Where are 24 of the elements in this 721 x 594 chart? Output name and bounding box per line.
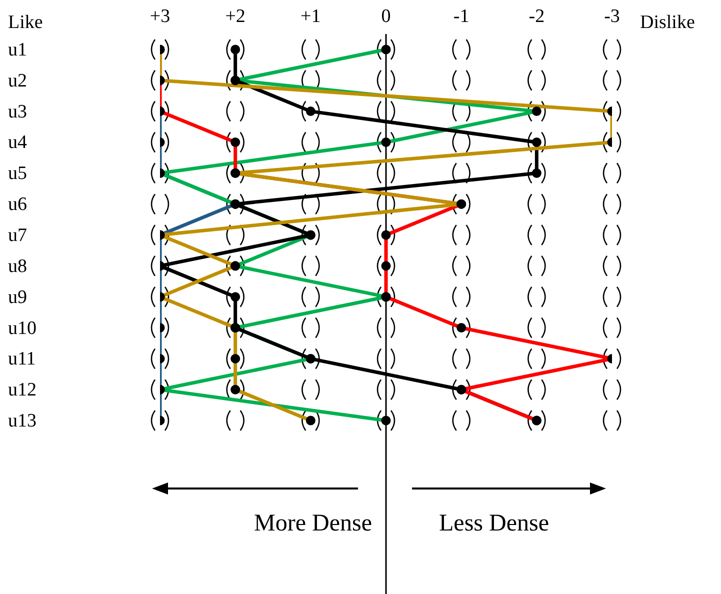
y-tick-label: u8 [8, 256, 27, 277]
text: Dislike [640, 12, 695, 33]
x-tick-label: -1 [453, 6, 470, 27]
x-tick-label: -2 [528, 6, 545, 27]
text: Less Dense [439, 510, 549, 537]
x-tick-label: +2 [225, 6, 246, 27]
y-tick-label: u13 [8, 410, 36, 432]
y-tick-label: u3 [8, 101, 27, 122]
y-tick-label: u7 [8, 225, 27, 246]
y-tick-label: u1 [8, 39, 27, 60]
y-tick-label: u9 [8, 286, 27, 308]
y-tick-label: u5 [8, 163, 27, 184]
y-tick-label: u12 [8, 380, 36, 401]
y-tick-label: u10 [8, 318, 36, 339]
x-tick-label: -3 [604, 6, 620, 27]
text: Like [8, 12, 43, 33]
y-tick-label: u4 [8, 132, 28, 154]
y-tick-label: u11 [8, 348, 36, 370]
text: More Dense [254, 510, 372, 537]
x-tick-label: 0 [381, 6, 391, 27]
x-tick-label: +1 [300, 6, 321, 27]
y-tick-label: u2 [8, 70, 27, 92]
y-tick-label: u6 [8, 194, 27, 216]
x-tick-label: +3 [150, 6, 170, 27]
